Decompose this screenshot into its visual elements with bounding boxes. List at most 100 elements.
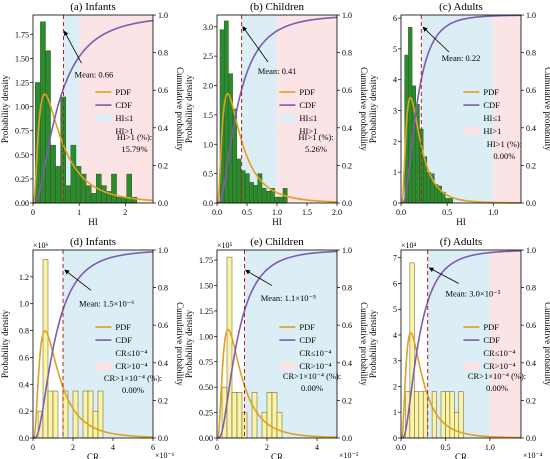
histogram-bar	[271, 392, 278, 439]
y-tick-label: 2	[393, 382, 397, 391]
histogram-bar	[231, 392, 238, 439]
axes-frame	[400, 14, 522, 204]
histogram-bar	[42, 259, 49, 439]
y2-axis-label: Cumulative probability	[175, 302, 185, 386]
mean-arrow	[422, 26, 450, 53]
risk-region	[489, 250, 521, 438]
x-tick-label: 0.0	[396, 208, 406, 217]
x-tick-label: 0.5	[440, 443, 450, 452]
x-tick-label: 1.0	[272, 208, 282, 217]
y-axis-label: Probability density	[184, 74, 194, 143]
y-offset-label: ×10⁴	[401, 241, 417, 250]
exceed-label: CR>1×10⁻⁴ (%):	[104, 373, 162, 383]
legend-label: HI>1	[299, 126, 317, 136]
y-tick-label: 1.25	[199, 307, 213, 316]
y2-tick-label: 0.2	[342, 161, 352, 170]
mean-arrow	[64, 269, 92, 291]
y2-tick-label: 0.4	[342, 359, 352, 368]
legend-label: HI>1	[115, 126, 133, 136]
histogram-bar	[426, 171, 431, 204]
histogram-bar	[249, 182, 254, 204]
legend-label: HI>1	[483, 126, 501, 136]
x-tick-label: 0	[31, 443, 35, 452]
panel-1: 0 1 2 0.00 0.25 0.50 0.75 1.00 1.25 1.50 1.75 0.0 0.…	[0, 1, 185, 227]
cdf-line	[217, 250, 338, 439]
y-tick-label: 0.75	[199, 358, 213, 367]
y-tick-label: 0.00	[199, 434, 213, 443]
y2-tick-label: 0.2	[158, 396, 168, 405]
exceed-value: 0.00%	[301, 383, 323, 393]
mean-annotation: Mean: 1.5×10⁻⁶	[79, 298, 134, 308]
y-tick-label: 0.75	[15, 127, 29, 136]
x-tick-label: 0	[215, 443, 219, 452]
y2-tick-label: 1.0	[526, 11, 536, 20]
legend-label: HI≤1	[299, 113, 317, 123]
cdf-line	[33, 251, 153, 439]
legend-swatch	[279, 349, 296, 358]
y-axis-label: Probability density	[0, 309, 10, 378]
panel-title: (f) Adults	[440, 236, 482, 248]
y-tick-label: 0.5	[203, 170, 213, 179]
x-tick-label: 1.0	[488, 208, 498, 217]
y-tick-label: 1.00	[199, 332, 213, 341]
histogram-bar	[226, 256, 233, 439]
histogram-bar	[236, 158, 242, 204]
legend-swatch	[463, 362, 480, 371]
y-tick-label: 1.75	[15, 30, 29, 39]
mean-annotation: Mean: 3.0×10⁻⁵	[445, 288, 500, 298]
y2-tick-label: 0.0	[526, 434, 536, 443]
cdf-line	[217, 16, 338, 204]
safe-region	[244, 250, 337, 438]
histogram-bar	[261, 188, 267, 204]
y2-tick-label: 1.0	[158, 11, 168, 20]
y2-tick-label: 0.0	[158, 434, 168, 443]
panel-2: 0.0 0.5 1.0 1.5 2.00.00.51.01.52.02.53.00.00…	[184, 1, 369, 227]
axes-frame	[32, 249, 154, 439]
y2-tick-label: 0.4	[158, 359, 168, 368]
y2-tick-label: 0.0	[342, 199, 352, 208]
histogram-bar	[274, 196, 280, 204]
histogram-bar	[458, 391, 464, 439]
legend-label: PDF	[299, 322, 315, 332]
exceed-value: 0.00%	[122, 385, 144, 395]
histogram-bar	[70, 144, 77, 204]
histogram-bar	[449, 391, 455, 439]
y2-tick-label: 0.6	[342, 86, 352, 95]
y2-tick-label: 0.0	[342, 434, 352, 443]
histogram-bar	[418, 391, 424, 439]
y-tick-label: 0.00	[15, 199, 29, 208]
legend-label: HI≤1	[115, 113, 133, 123]
exceed-label: CR>1×10⁻⁴ (%):	[468, 371, 526, 381]
legend-label: PDF	[483, 87, 499, 97]
x-tick-label: 6	[151, 443, 155, 452]
y2-tick-label: 0.2	[342, 396, 352, 405]
panel-title: (c) Adults	[439, 1, 483, 13]
x-tick-label: 1.0	[485, 443, 495, 452]
y2-tick-label: 0.4	[526, 124, 536, 133]
y2-tick-label: 0.4	[342, 124, 352, 133]
y2-tick-label: 0.8	[342, 49, 352, 58]
x-tick-label: 0	[31, 208, 35, 217]
legend-swatch	[279, 114, 296, 123]
x-tick-label: 0.5	[442, 208, 452, 217]
y-tick-label: 1.2	[19, 273, 29, 282]
y2-tick-label: 0.8	[526, 284, 536, 293]
legend-label: PDF	[483, 322, 499, 332]
exceed-label: HI>1 (%):	[487, 139, 522, 149]
legend-label: CDF	[115, 100, 132, 110]
panel-title: (a) Infants	[70, 1, 116, 13]
y2-tick-label: 0.2	[526, 161, 536, 170]
x-tick-label: 2.0	[332, 208, 342, 217]
histogram-bar	[82, 390, 89, 439]
histogram-bar	[448, 198, 453, 204]
mean-arrow	[428, 267, 459, 284]
y-tick-label: 2	[393, 137, 397, 146]
x-offset-label: ×10⁻⁶	[155, 451, 175, 459]
x-tick-label: 0.0	[212, 208, 222, 217]
y-axis-label: Probability density	[0, 74, 10, 143]
axes-frame	[216, 249, 338, 439]
histogram-bar	[414, 391, 420, 439]
histogram-bar	[45, 50, 51, 204]
mean-annotation: Mean: 0.66	[75, 70, 114, 80]
y2-tick-label: 0.4	[526, 359, 536, 368]
